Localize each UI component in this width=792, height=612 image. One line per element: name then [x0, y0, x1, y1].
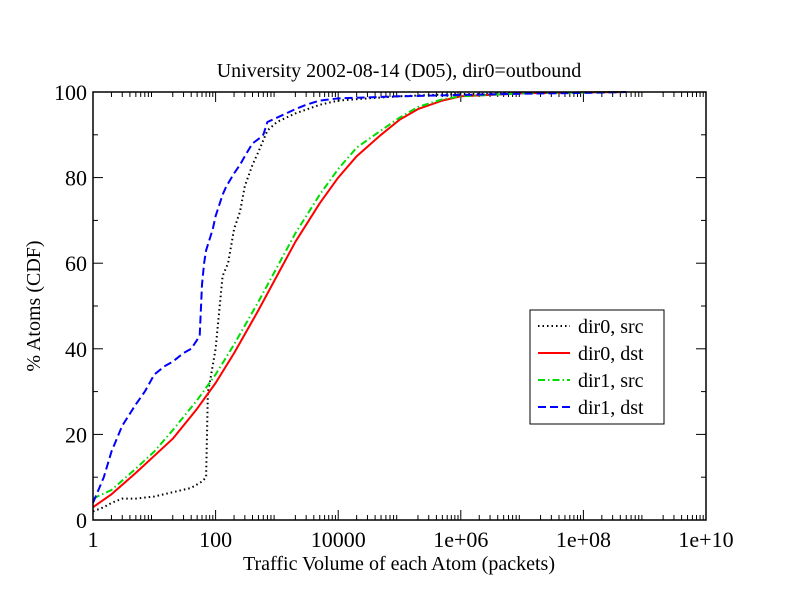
legend-box	[529, 309, 665, 425]
tick-labels: 1 100 10000 1e+06 1e+08 1e+10 0 20 40 60 80 100	[54, 80, 734, 552]
axis-ticks	[92, 91, 707, 521]
y-tick-label: 20	[65, 422, 87, 447]
y-axis-label: % Atoms (CDF)	[23, 240, 45, 371]
x-tick-label: 10000	[311, 527, 366, 552]
y-tick-label: 40	[65, 337, 87, 362]
x-axis-label: Traffic Volume of each Atom (packets)	[243, 553, 555, 575]
x-tick-label: 1e+08	[556, 527, 611, 552]
x-tick-label: 1e+06	[433, 527, 488, 552]
chart-title: University 2002-08-14 (D05), dir0=outbou…	[217, 60, 582, 82]
series-line-2	[92, 91, 627, 500]
legend-label-1: dir0, dst	[578, 343, 644, 365]
y-tick-label: 0	[76, 508, 87, 533]
series-line-3	[92, 91, 627, 504]
legend-label-2: dir1, src	[578, 370, 644, 392]
legend-label-0: dir0, src	[578, 316, 644, 338]
x-tick-label: 1	[88, 527, 99, 552]
series-lines	[92, 91, 627, 513]
legend: dir0, src dir0, dst dir1, src dir1, dst	[529, 309, 665, 425]
x-tick-label: 1e+10	[678, 527, 733, 552]
legend-label-3: dir1, dst	[578, 397, 644, 419]
plot-frame	[92, 91, 707, 521]
x-tick-label: 100	[199, 527, 232, 552]
y-tick-label: 60	[65, 251, 87, 276]
y-tick-label: 80	[65, 166, 87, 191]
y-tick-label: 100	[54, 80, 87, 105]
